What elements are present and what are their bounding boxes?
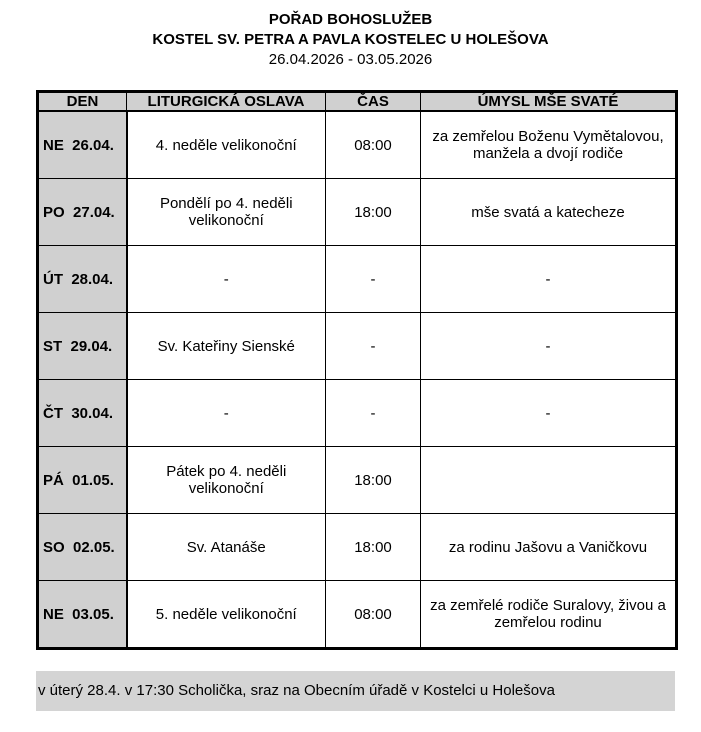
column-header-intention: ÚMYSL MŠE SVATÉ (420, 91, 677, 112)
intention-cell: za zemřelé rodiče Suralovy, živou a zemř… (420, 580, 677, 649)
celebration-cell: Pondělí po 4. neděli velikonoční (126, 178, 326, 246)
church-name: KOSTEL SV. PETRA A PAVLA KOSTELEC U HOLE… (152, 31, 549, 48)
intention-cell: - (420, 312, 677, 380)
time-cell: 08:00 (325, 580, 421, 649)
table-row: SO 02.05. Sv. Atanáše 18:00 za rodinu Jašov… (37, 513, 677, 581)
time-cell: 18:00 (325, 513, 421, 581)
column-header-celebration: LITURGICKÁ OSLAVA (126, 91, 326, 112)
intention-cell: za rodinu Jašovu a Vaničkovu (420, 513, 677, 581)
intention-cell: mše svatá a katecheze (420, 178, 677, 246)
intention-cell: za zemřelou Boženu Vymětalovou, manžela … (420, 110, 677, 179)
schedule-table: DEN LITURGICKÁ OSLAVA ČAS ÚMYSL MŠE SVAT… (36, 90, 678, 650)
table-row: NE 03.05. 5. neděle velikonoční 08:00 za ze… (37, 580, 677, 649)
time-cell: 18:00 (325, 446, 421, 514)
column-header-time: ČAS (325, 91, 421, 112)
day-cell: ČT 30.04. (37, 379, 128, 447)
day-cell: PO 27.04. (37, 178, 128, 246)
celebration-cell: Sv. Kateřiny Sienské (126, 312, 326, 380)
intention-cell (420, 446, 677, 514)
table-row: PO 27.04. Pondělí po 4. neděli velikonočn… (37, 178, 677, 246)
time-cell: 08:00 (325, 110, 421, 179)
day-cell: NE 03.05. (37, 580, 128, 649)
day-cell: PÁ 01.05. (37, 446, 128, 514)
table-row: ČT 30.04. - - - (37, 379, 677, 447)
table-row: ST 29.04. Sv. Kateřiny Sienské - - (37, 312, 677, 380)
table-header: DEN LITURGICKÁ OSLAVA ČAS ÚMYSL MŠE SVAT… (37, 91, 677, 112)
day-cell: NE 26.04. (37, 110, 128, 179)
table-row: ÚT 28.04. - - - (37, 245, 677, 313)
announcement-note: v úterý 28.4. v 17:30 Scholička, sraz na… (36, 671, 675, 711)
page-title: POŘAD BOHOSLUŽEB (268, 11, 433, 28)
celebration-cell: 4. neděle velikonoční (126, 110, 326, 179)
day-cell: SO 02.05. (37, 513, 128, 581)
time-cell: 18:00 (325, 178, 421, 246)
celebration-cell: - (126, 245, 326, 313)
time-cell: - (325, 312, 421, 380)
celebration-cell: Pátek po 4. neděli velikonoční (126, 446, 326, 514)
table-row: NE 26.04. 4. neděle velikonoční 08:00 za ze… (37, 110, 677, 179)
time-cell: - (325, 379, 421, 447)
intention-cell: - (420, 245, 677, 313)
celebration-cell: 5. neděle velikonoční (126, 580, 326, 649)
celebration-cell: - (126, 379, 326, 447)
day-cell: ÚT 28.04. (37, 245, 128, 313)
intention-cell: - (420, 379, 677, 447)
table-row: PÁ 01.05. Pátek po 4. neděli velikonoční 1… (37, 446, 677, 514)
time-cell: - (325, 245, 421, 313)
celebration-cell: Sv. Atanáše (126, 513, 326, 581)
column-header-day: DEN (37, 91, 127, 112)
date-range: 26.04.2026 - 03.05.2026 (268, 51, 433, 68)
day-cell: ST 29.04. (37, 312, 128, 380)
